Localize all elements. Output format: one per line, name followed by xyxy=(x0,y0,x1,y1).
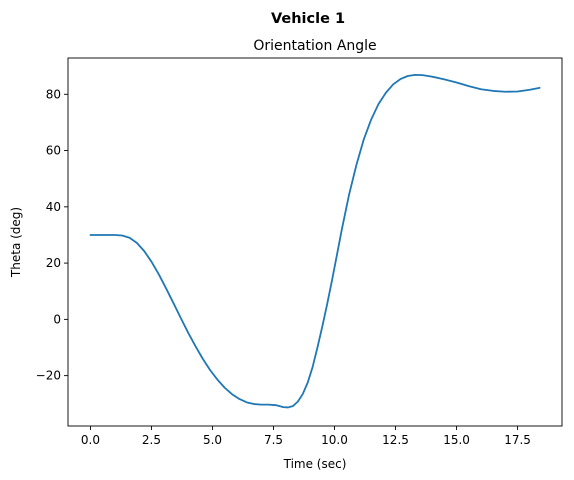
y-tick-label: 80 xyxy=(46,87,61,101)
y-tick-label: −20 xyxy=(36,369,61,383)
y-tick-label: 0 xyxy=(53,312,61,326)
x-tick-label: 15.0 xyxy=(443,433,470,447)
x-tick-label: 2.5 xyxy=(142,433,161,447)
figure-suptitle: Vehicle 1 xyxy=(271,11,345,27)
axes-frame xyxy=(67,57,563,427)
series-line-theta xyxy=(89,73,541,409)
x-axis-label: Time (sec) xyxy=(283,457,347,471)
chart-title: Orientation Angle xyxy=(253,38,376,54)
x-tick-label: 5.0 xyxy=(203,433,222,447)
y-axis-label: Theta (deg) xyxy=(9,207,23,278)
y-tick-label: 60 xyxy=(46,144,61,158)
x-tick-label: 12.5 xyxy=(382,433,409,447)
plot-area xyxy=(67,57,563,427)
x-tick-label: 10.0 xyxy=(321,433,348,447)
y-axis: −20 0 20 40 60 80 xyxy=(36,87,68,383)
x-tick-label: 0.0 xyxy=(81,433,100,447)
x-axis: 0.0 2.5 5.0 7.5 10.0 12.5 15.0 17.5 xyxy=(81,426,531,447)
y-tick-label: 20 xyxy=(46,256,61,270)
y-tick-label: 40 xyxy=(46,200,61,214)
x-tick-label: 7.5 xyxy=(264,433,283,447)
x-tick-label: 17.5 xyxy=(504,433,531,447)
